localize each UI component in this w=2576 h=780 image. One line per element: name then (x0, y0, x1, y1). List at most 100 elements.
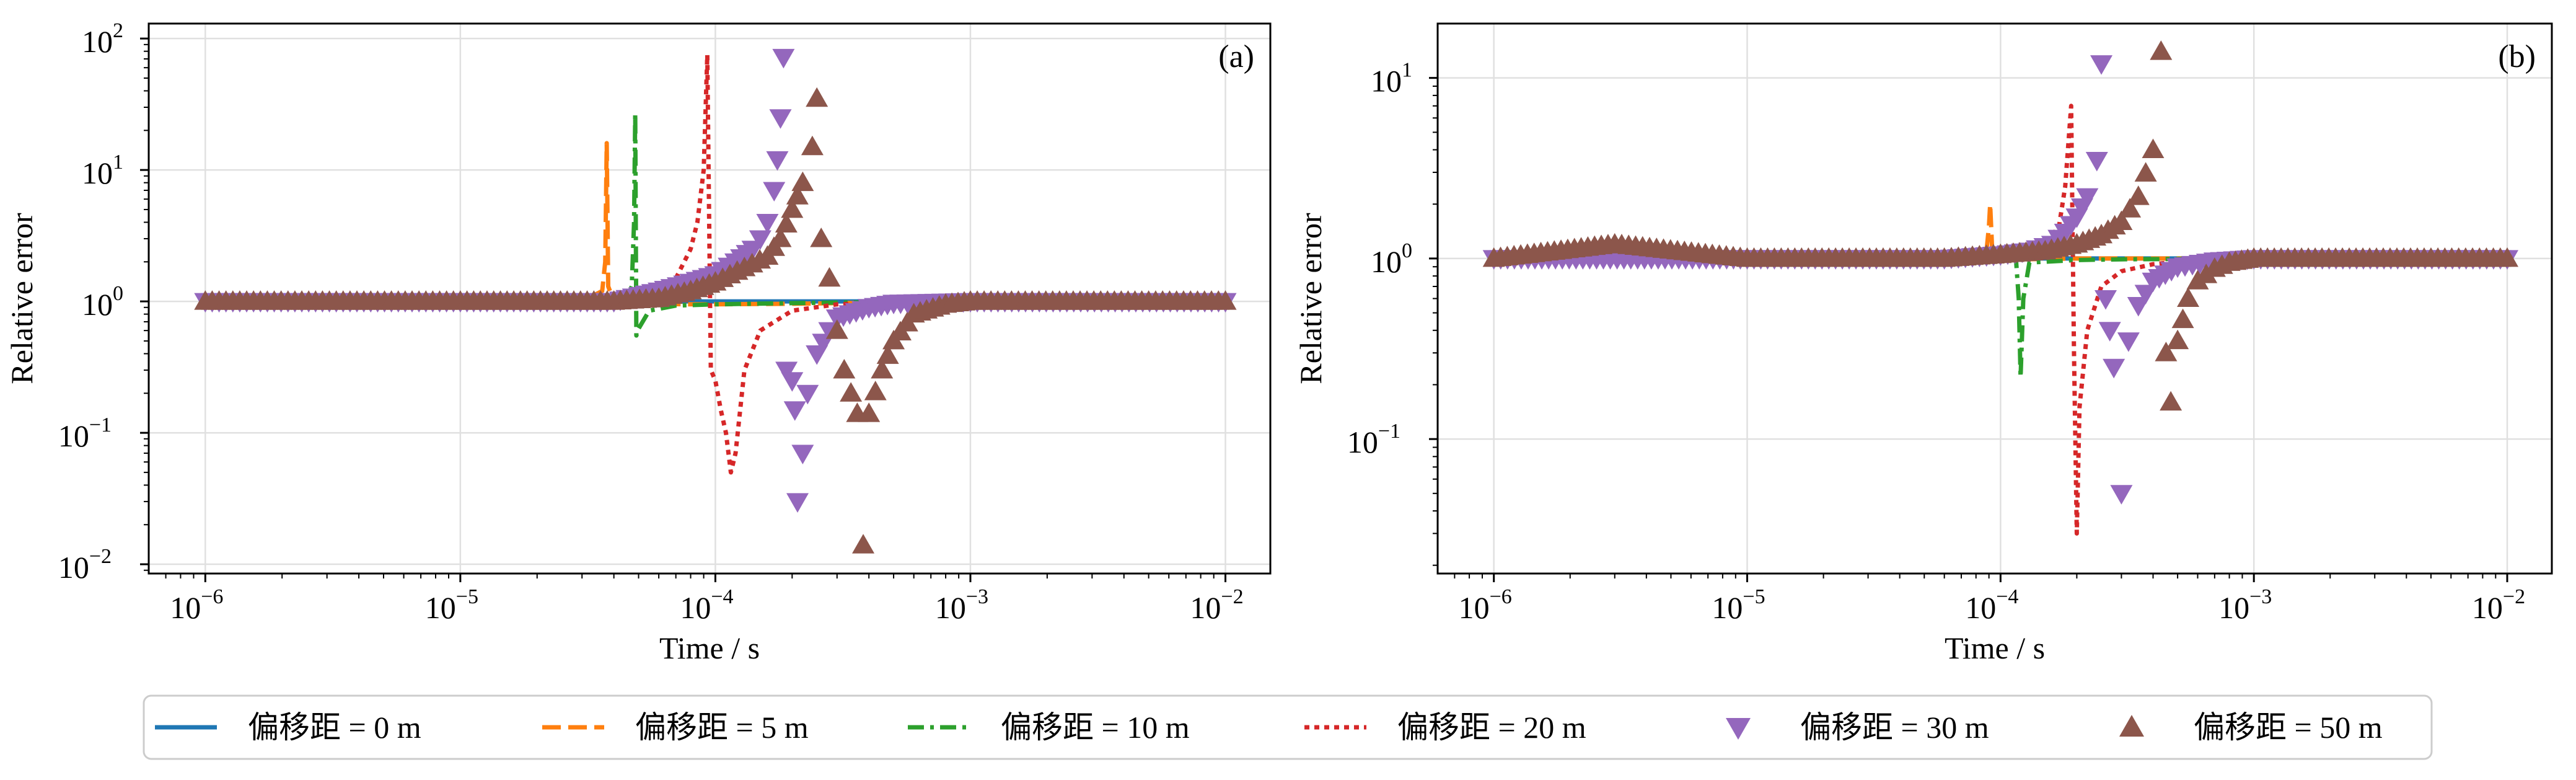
legend-swatch (1726, 718, 1751, 740)
marker-point (2110, 485, 2133, 505)
legend-item: 偏移距 = 20 m (1304, 710, 1586, 745)
marker-point (2127, 185, 2150, 205)
legend-label: 偏移距 = 10 m (1001, 710, 1190, 745)
marker-point (781, 198, 804, 218)
marker-point (2076, 188, 2099, 208)
marker-point (783, 401, 806, 421)
marker-point (786, 185, 809, 205)
y-axis-label: Relative error (1293, 213, 1328, 384)
legend-item: 偏移距 = 50 m (2119, 710, 2383, 745)
plot-area (194, 48, 1237, 554)
x-tick-label: 10−2 (2472, 585, 2525, 625)
marker-point (852, 534, 875, 554)
axes-frame (147, 22, 1272, 575)
marker-point (772, 48, 795, 69)
marker-point (749, 230, 771, 250)
panel-label: (a) (1218, 39, 1254, 74)
marker-point (796, 384, 819, 405)
marker-point (2150, 40, 2173, 60)
marker-point (2110, 210, 2133, 230)
y-tick-label: 10−1 (58, 414, 112, 453)
marker-point (801, 135, 824, 156)
marker-point (763, 182, 786, 202)
marker-point (2160, 391, 2183, 411)
panel-label: (b) (2498, 39, 2536, 74)
legend: 偏移距 = 0 m 偏移距 = 5 m 偏移距 = 10 m 偏移距 = 20 m 偏移… (143, 694, 2433, 760)
marker-point (833, 358, 856, 379)
marker-point (810, 227, 833, 247)
marker-point (769, 227, 792, 247)
x-tick-label: 10−5 (1712, 585, 1765, 625)
axes-frame (1436, 22, 2553, 575)
legend-box (143, 694, 2433, 760)
x-tick-label: 10−6 (170, 585, 223, 625)
marker-point (2117, 332, 2140, 352)
y-tick-label: 101 (82, 151, 123, 190)
marker-point (864, 381, 887, 401)
marker-series-1 (194, 87, 1237, 554)
marker-point (781, 372, 804, 392)
marker-point (876, 344, 899, 364)
marker-series-1 (1482, 40, 2519, 411)
panel-b: 10−6 10−5 10−4 10−3 10−2 10−1 100 101 Time / s Re… (1293, 22, 2553, 665)
marker-point (840, 382, 863, 402)
axis-ticks (140, 37, 1227, 582)
y-tick-label: 100 (82, 282, 123, 322)
marker-point (825, 319, 848, 339)
marker-point (858, 402, 881, 422)
marker-point (775, 213, 798, 233)
marker-point (2134, 162, 2157, 182)
legend-swatch (2119, 715, 2144, 737)
marker-point (806, 87, 829, 107)
marker-point (2171, 308, 2194, 329)
y-tick-label: 101 (1371, 59, 1412, 99)
legend-item: 偏移距 = 10 m (908, 710, 1190, 745)
marker-point (2127, 297, 2150, 317)
marker-point (2166, 329, 2189, 350)
legend-label: 偏移距 = 5 m (635, 710, 809, 745)
legend-item: 偏移距 = 0 m (155, 710, 421, 745)
marker-point (791, 171, 814, 192)
legend-label: 偏移距 = 20 m (1397, 710, 1586, 745)
legend-label: 偏移距 = 30 m (1800, 710, 1989, 745)
marker-point (2142, 138, 2165, 159)
marker-point (2098, 322, 2121, 342)
marker-point (818, 267, 841, 287)
axis-ticks (1429, 77, 2508, 582)
y-axis-label: Relative error (4, 213, 39, 384)
marker-point (791, 445, 814, 464)
x-tick-label: 10−6 (1459, 585, 1512, 625)
x-tick-label: 10−4 (1965, 585, 2018, 625)
marker-point (1214, 290, 1237, 310)
marker-point (2177, 287, 2200, 307)
marker-point (775, 361, 798, 381)
x-tick-label: 10−4 (680, 585, 733, 625)
marker-point (2090, 55, 2113, 75)
marker-point (2155, 342, 2178, 361)
grid-lines (1438, 24, 2552, 574)
y-tick-label: 100 (1371, 239, 1412, 279)
legend-item: 偏移距 = 5 m (542, 710, 809, 745)
marker-point (2103, 358, 2125, 379)
x-tick-label: 10−2 (1190, 585, 1243, 625)
marker-point (871, 358, 894, 379)
series-line-3 (205, 53, 1226, 475)
x-tick-label: 10−3 (935, 585, 988, 625)
x-axis-label: Time / s (659, 631, 760, 665)
y-tick-label: 102 (82, 19, 123, 59)
plot-area (1482, 40, 2519, 536)
marker-point (769, 109, 792, 129)
legend-label: 偏移距 = 50 m (2194, 710, 2383, 745)
panel-a: 10−6 10−5 10−4 10−3 10−2 10−2 10−1 100 101 102 Tim… (4, 19, 1272, 665)
x-axis-label: Time / s (1945, 631, 2045, 665)
marker-point (2095, 290, 2117, 310)
marker-point (2119, 198, 2142, 218)
marker-point (756, 213, 779, 234)
x-tick-label: 10−5 (425, 585, 478, 625)
marker-point (786, 493, 809, 513)
marker-point (766, 151, 789, 171)
legend-label: 偏移距 = 0 m (248, 710, 421, 745)
marker-point (2496, 247, 2519, 267)
y-tick-label: 10−1 (1347, 420, 1400, 459)
